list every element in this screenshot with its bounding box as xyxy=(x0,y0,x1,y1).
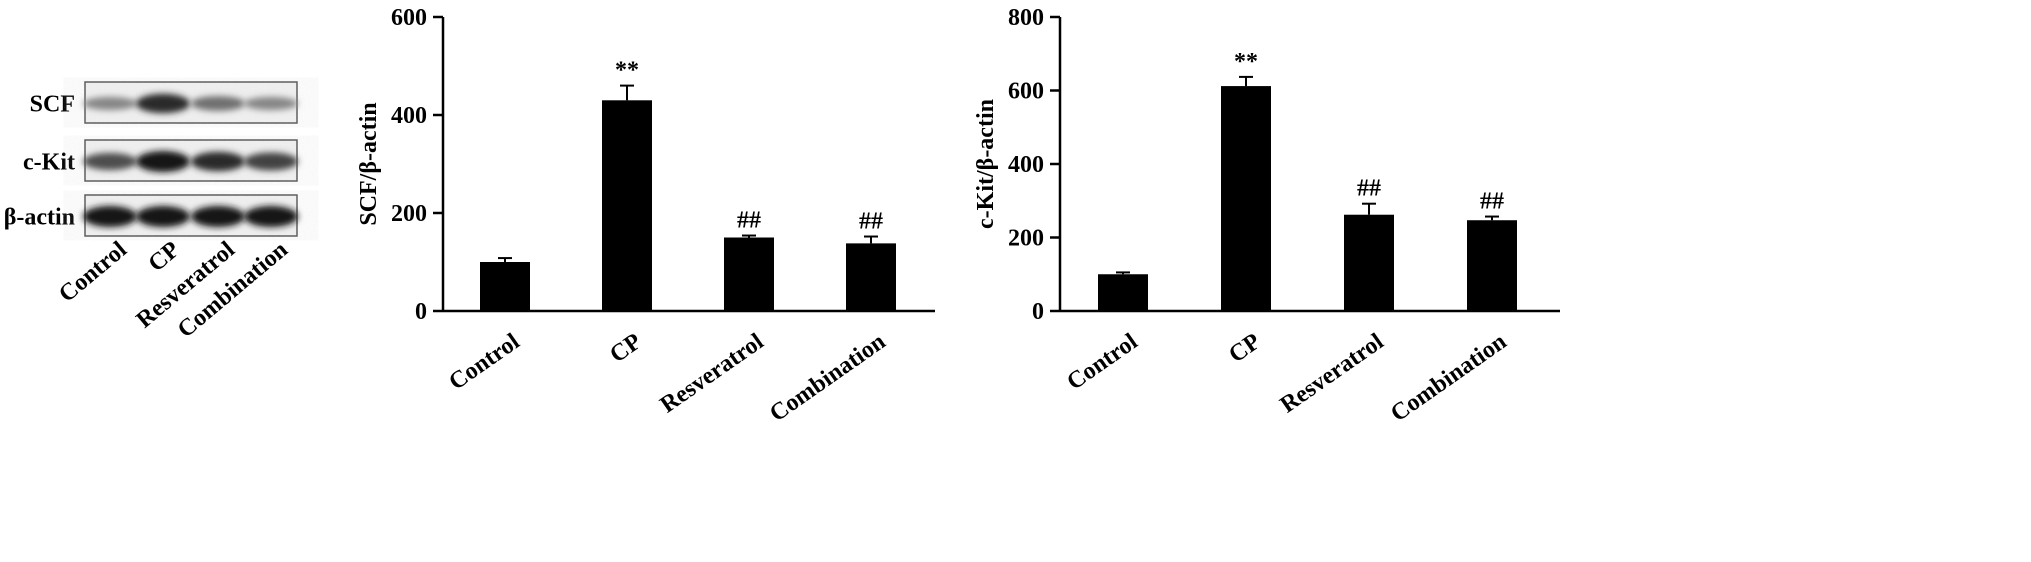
x-tick-label: CP xyxy=(605,329,646,369)
blot-band xyxy=(136,93,190,114)
y-tick-label: 400 xyxy=(1008,152,1044,178)
significance-mark: ## xyxy=(1480,189,1504,215)
bar xyxy=(480,262,530,311)
significance-mark: ** xyxy=(615,58,639,84)
bar xyxy=(1098,274,1148,311)
y-tick-label: 800 xyxy=(1008,5,1044,31)
x-tick-label: Combination xyxy=(1386,329,1511,428)
y-tick-label: 600 xyxy=(1008,79,1044,105)
y-axis-label: c-Kit/β-actin xyxy=(973,99,999,229)
bar xyxy=(602,100,652,311)
blot-band xyxy=(191,205,245,228)
y-tick-label: 400 xyxy=(391,103,427,129)
blot-band xyxy=(83,96,137,111)
blot-band xyxy=(136,150,190,173)
bar xyxy=(1344,214,1394,311)
blot-lane-label: Control xyxy=(54,236,132,307)
x-tick-label: Resveratrol xyxy=(1276,328,1389,418)
significance-mark: ## xyxy=(737,208,761,234)
blot-band xyxy=(191,151,245,172)
x-tick-label: Control xyxy=(444,328,524,395)
y-tick-label: 0 xyxy=(1032,299,1044,325)
x-tick-label: Combination xyxy=(765,329,890,428)
blot-row-label: SCF xyxy=(30,92,75,118)
blot-band xyxy=(83,205,137,228)
y-tick-label: 0 xyxy=(415,299,427,325)
x-tick-label: Resveratrol xyxy=(656,328,769,418)
bar xyxy=(1467,220,1517,311)
bar xyxy=(1221,86,1271,311)
ckit-bar-chart: 0 200 400 600 800 c-Kit/β-actin Control ** CP ## R… xyxy=(973,5,1560,427)
scf-bar-chart: 0 200 400 600 SCF/β-actin Control ** CP ## Resver… xyxy=(356,5,935,427)
significance-mark: ## xyxy=(859,209,883,235)
blot-band xyxy=(244,96,298,111)
significance-mark: ## xyxy=(1357,176,1381,202)
y-axis-label: SCF/β-actin xyxy=(356,102,382,225)
y-tick-label: 600 xyxy=(391,5,427,31)
significance-mark: ** xyxy=(1234,49,1258,75)
bar xyxy=(724,237,774,311)
blot-band xyxy=(191,96,245,111)
blot-band xyxy=(244,152,298,171)
blot-band xyxy=(136,205,190,228)
x-tick-label: Control xyxy=(1062,328,1142,395)
y-tick-label: 200 xyxy=(1008,226,1044,252)
blot-row-label: c-Kit xyxy=(23,150,75,176)
blot-lane-label: CP xyxy=(144,237,185,277)
blot-band xyxy=(244,205,298,228)
x-tick-label: CP xyxy=(1224,329,1265,369)
blot-band xyxy=(83,152,137,171)
y-tick-label: 200 xyxy=(391,201,427,227)
bar xyxy=(846,243,896,311)
blot-row-label: β-actin xyxy=(4,205,75,231)
